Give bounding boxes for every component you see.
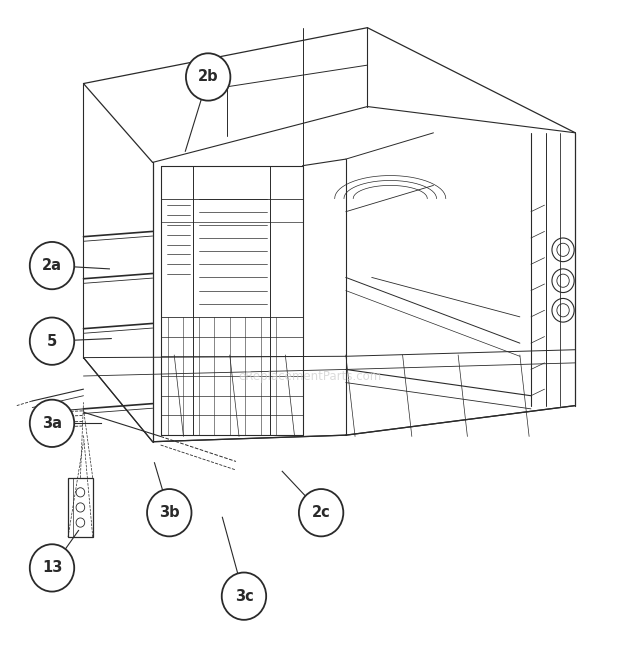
Circle shape	[147, 489, 192, 537]
Circle shape	[222, 572, 266, 620]
Text: 13: 13	[42, 560, 62, 576]
Text: eReplacementParts.com: eReplacementParts.com	[238, 370, 382, 383]
Circle shape	[30, 544, 74, 591]
Circle shape	[30, 317, 74, 365]
Circle shape	[299, 489, 343, 537]
Text: 3c: 3c	[234, 589, 254, 604]
Text: 2b: 2b	[198, 69, 218, 84]
Text: 5: 5	[47, 334, 57, 348]
Text: 2a: 2a	[42, 258, 62, 273]
Circle shape	[30, 242, 74, 289]
Text: 3a: 3a	[42, 416, 62, 431]
Text: 3b: 3b	[159, 505, 180, 520]
Text: 2c: 2c	[312, 505, 330, 520]
Circle shape	[186, 53, 231, 100]
Circle shape	[30, 400, 74, 447]
